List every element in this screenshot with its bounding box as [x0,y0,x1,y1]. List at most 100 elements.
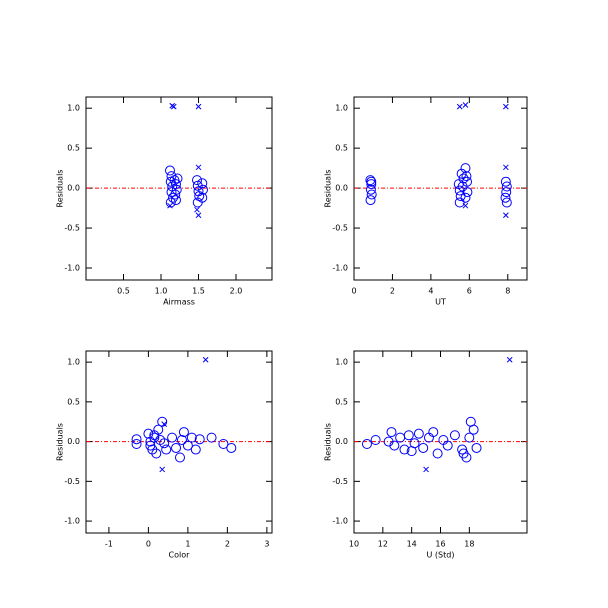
circle-marker [406,446,417,457]
circle-marker [197,178,208,189]
circle-marker [428,427,439,438]
circle-marker [366,179,377,190]
circle-marker [361,438,372,449]
circle-marker [151,448,162,459]
circle-marker [501,187,512,198]
circle-marker [171,442,182,453]
circle-marker [395,432,406,443]
circle-marker [460,163,471,174]
circle-marker [161,444,172,455]
circle-marker [365,195,376,206]
circle-marker [206,432,217,443]
y-tick-label: 1.0 [67,104,80,113]
circle-marker [171,184,182,195]
circle-marker [386,427,397,438]
x-marker [503,212,509,219]
circle-marker [468,424,479,435]
circle-marker [449,430,460,441]
x-marker [195,164,202,171]
circle-marker [383,436,394,447]
circle-marker [501,181,512,192]
y-tick-label: 1.0 [67,358,80,367]
circle-marker [365,175,376,186]
x-tick-label: 14 [407,540,417,549]
circle-marker [226,442,237,453]
circle-marker [174,452,185,463]
circle-marker [192,175,202,186]
circle-marker [197,192,208,203]
x-marker [202,356,209,363]
y-tick-label: 0.0 [335,437,348,446]
x-tick-label: 2 [390,287,395,296]
x-tick-label: 10 [349,540,359,549]
y-tick-label: 0.5 [335,144,348,153]
y-tick-label: -0.5 [332,224,348,233]
circle-marker [186,432,197,443]
x-marker [423,466,429,473]
y-tick-label: 0.0 [335,184,348,193]
x-tick-label: 18 [464,540,474,549]
x-axis-label: Color [169,551,191,560]
circle-marker [149,432,160,443]
x-tick-label: 12 [378,540,388,549]
x-marker [167,202,173,209]
y-tick-label: -1.0 [64,517,80,526]
y-tick-label: -1.0 [64,264,80,273]
x-marker [462,202,469,209]
circle-marker [454,197,465,208]
y-tick-label: 0.5 [67,144,80,153]
circle-marker [171,195,181,206]
y-tick-label: -1.0 [332,517,348,526]
circle-marker [172,173,183,184]
y-axis-label: Residuals [56,423,65,461]
circle-marker [418,442,429,453]
y-axis-label: Residuals [324,170,333,208]
x-tick-label: 6 [467,287,472,296]
circle-marker [370,435,381,446]
y-tick-label: 0.5 [67,397,80,406]
x-marker [462,102,469,108]
y-tick-label: 1.0 [335,358,348,367]
x-tick-label: 16 [435,540,445,549]
circle-marker [190,444,201,455]
x-tick-label: 1.0 [155,287,168,296]
circle-marker [194,434,205,445]
circle-marker [131,434,142,445]
circle-marker [442,440,453,451]
x-tick-label: 0 [146,540,151,549]
circle-marker [500,192,511,203]
circle-marker [413,428,424,439]
circle-marker [167,432,178,443]
x-marker [503,164,509,171]
circle-marker [399,444,410,455]
circle-marker [149,430,160,441]
circle-marker [500,176,511,187]
circle-marker [460,192,471,203]
circle-marker [366,189,377,200]
circle-marker [145,440,156,451]
x-tick-label: 0 [351,287,356,296]
circle-marker [461,171,472,182]
circle-marker [455,191,466,202]
circle-marker [178,427,189,438]
circle-marker [501,197,512,208]
circle-marker [457,444,468,455]
y-axis-label: Residuals [324,423,333,461]
y-tick-label: -0.5 [64,224,80,233]
circle-marker [182,440,193,451]
x-marker [170,103,177,110]
x-tick-label: 4 [428,287,433,296]
circle-marker [365,184,376,195]
circle-marker [155,435,166,446]
y-tick-label: 0.0 [67,184,80,193]
y-tick-label: 1.0 [335,104,348,113]
circle-marker [462,187,473,198]
x-axis-label: UT [435,298,446,307]
circle-marker [171,179,181,190]
circle-marker [458,448,469,459]
circle-marker [198,184,208,195]
x-tick-label: 2.0 [230,287,243,296]
circle-marker [159,438,170,449]
x-tick-label: 1.5 [192,287,205,296]
